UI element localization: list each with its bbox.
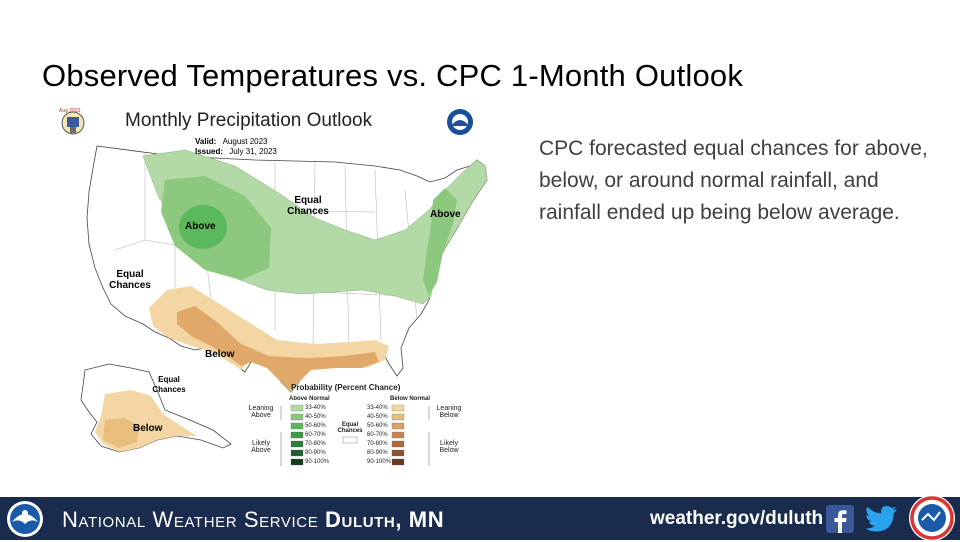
valid-value: August 2023 <box>222 137 268 146</box>
facebook-icon[interactable] <box>826 505 854 533</box>
issued-value: July 31, 2023 <box>229 147 277 156</box>
legend-swatches <box>280 404 430 466</box>
body-text: CPC forecasted equal chances for above, … <box>539 137 928 224</box>
legend-likely-above: Likely Above <box>251 440 271 454</box>
legend-likely-below: Likely Below <box>439 440 459 454</box>
cpc-logo-icon <box>61 111 85 135</box>
alaska-below-mid <box>103 418 139 448</box>
above-normal-region-dark <box>179 205 227 249</box>
footer-url-link[interactable]: weather.gov/duluth <box>650 508 824 529</box>
footer-org-prefix: National Weather Service <box>62 507 319 532</box>
legend-above-range-2: 40-50% <box>305 414 326 420</box>
map-stamp: Aug 2023 <box>59 108 81 114</box>
legend-below-range-7: 90-100% <box>367 459 392 465</box>
legend-title: Probability (Percent Chance) <box>291 383 401 392</box>
legend-above-range-7: 90-100% <box>305 459 330 465</box>
legend-below-range-1: 33-40% <box>367 405 388 411</box>
label-equal-chances-alaska: Equal Chances <box>152 375 186 394</box>
legend-above-header: Above Normal <box>289 396 330 402</box>
footer-org-name: National Weather Service Duluth, MN <box>62 507 444 533</box>
label-below-alaska: Below <box>133 423 163 434</box>
slide-title: Observed Temperatures vs. CPC 1-Month Ou… <box>42 58 744 93</box>
label-equal-chances-west: Equal Chances <box>109 269 151 291</box>
legend-above-range-5: 70-80% <box>305 441 326 447</box>
label-below-south: Below <box>205 349 235 360</box>
legend-above-range-1: 33-40% <box>305 405 326 411</box>
legend-equal-chances: Equal Chances <box>337 422 363 434</box>
map-title: Monthly Precipitation Outlook <box>125 110 373 131</box>
legend-leaning-above: Leaning Above <box>248 405 274 419</box>
legend-below-range-4: 60-70% <box>367 432 388 438</box>
valid-label: Valid: <box>195 137 217 146</box>
label-equal-chances-central: Equal Chances <box>287 195 329 217</box>
noaa-map-logo-icon <box>447 109 473 135</box>
map-issued: Issued: July 31, 2023 <box>195 146 277 157</box>
legend-below-range-2: 40-50% <box>367 414 388 420</box>
legend-below-range-3: 50-60% <box>367 423 388 429</box>
weather-ready-nation-icon[interactable] <box>908 494 956 542</box>
map-valid: Valid: August 2023 <box>195 136 268 147</box>
legend-below-header: Below Normal <box>390 396 431 402</box>
legend-leaning-below: Leaning Below <box>436 405 462 419</box>
footer-org-office: Duluth, MN <box>325 507 445 532</box>
issued-label: Issued: <box>195 147 224 156</box>
twitter-icon[interactable] <box>864 505 898 533</box>
precipitation-outlook-map: Aug 2023 Monthly Precipitation Outlook V… <box>45 100 500 480</box>
above-normal-east-mid <box>423 188 457 296</box>
legend-above-range-6: 80-90% <box>305 450 326 456</box>
legend-above-range-4: 60-70% <box>305 432 326 438</box>
noaa-logo-icon[interactable] <box>6 500 44 538</box>
legend-below-range-5: 70-80% <box>367 441 388 447</box>
label-above-center: Above <box>185 221 216 232</box>
legend-above-range-3: 50-60% <box>305 423 326 429</box>
below-normal-region-mid <box>177 306 379 390</box>
footer-bar: National Weather Service Duluth, MN weat… <box>0 494 960 542</box>
outlook-map-graphic <box>61 109 488 466</box>
label-above-east: Above <box>430 209 461 220</box>
legend-below-range-6: 80-90% <box>367 450 388 456</box>
